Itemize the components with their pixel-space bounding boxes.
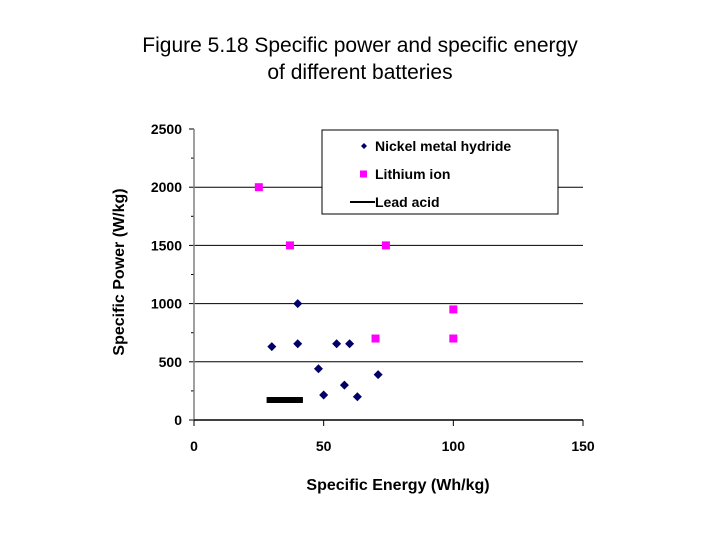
y-tick-label: 500: [159, 354, 183, 370]
y-tick-label: 0: [174, 412, 182, 428]
title-line-2: of different batteries: [267, 61, 453, 84]
legend-diamond-icon: [361, 143, 367, 149]
legend-square-icon: [360, 170, 367, 178]
legend-label: Lead acid: [375, 194, 440, 210]
nimh-point: [319, 390, 329, 400]
nimh-point: [339, 380, 349, 390]
y-axis-label: Specific Power (W/kg): [111, 188, 128, 355]
x-tick-label: 100: [442, 438, 466, 454]
nimh-point: [293, 339, 303, 349]
nimh-point: [332, 339, 342, 349]
title-line-1: Figure 5.18 Specific power and specific …: [142, 34, 578, 57]
lithium-ion-point: [285, 241, 294, 250]
lithium-ion-point: [254, 183, 263, 192]
lithium-ion-point: [381, 241, 390, 250]
y-tick-label: 1000: [151, 296, 182, 312]
x-axis-label: Specific Energy (Wh/kg): [306, 477, 489, 494]
y-tick-label: 1500: [151, 237, 182, 253]
x-tick-label: 50: [316, 438, 332, 454]
nimh-point: [293, 299, 303, 309]
nimh-point: [313, 364, 323, 374]
nimh-point: [267, 342, 277, 352]
lithium-ion-point: [371, 334, 380, 343]
legend-label: Lithium ion: [375, 166, 450, 182]
nimh-point: [345, 339, 355, 349]
legend-label: Nickel metal hydride: [375, 138, 511, 154]
legend: Nickel metal hydride Lithium ion Lead acid: [321, 129, 559, 215]
y-tick-label: 2500: [151, 121, 182, 137]
lithium-ion-point: [449, 305, 458, 314]
nimh-point: [352, 392, 362, 402]
lithium-ion-point: [449, 334, 458, 343]
nimh-point: [373, 370, 383, 380]
x-tick-label: 0: [190, 438, 198, 454]
chart-title: Figure 5.18 Specific power and specific …: [0, 32, 720, 86]
x-tick-label: 150: [571, 438, 595, 454]
y-tick-label: 2000: [151, 179, 182, 195]
